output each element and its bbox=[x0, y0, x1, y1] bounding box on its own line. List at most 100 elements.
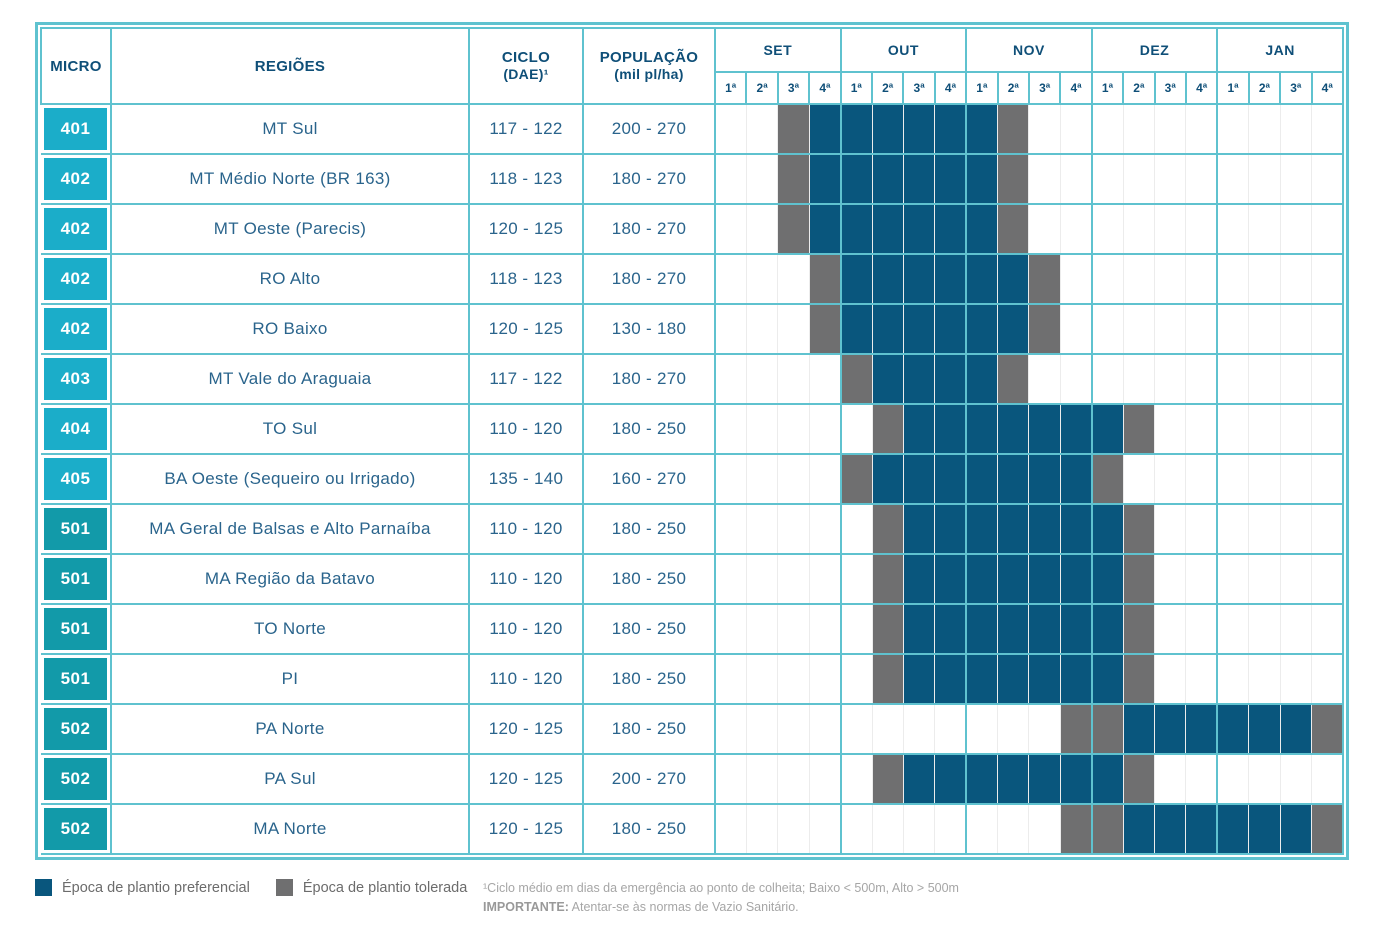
week-cell-preferencial bbox=[1060, 454, 1093, 505]
col-header-ciclo: CICLO (DAE)¹ bbox=[468, 27, 584, 105]
table-row: 402 RO Alto 118 - 123 180 - 270 bbox=[41, 253, 1344, 305]
week-cell-preferencial bbox=[1091, 404, 1124, 455]
week-cell-empty bbox=[777, 704, 810, 755]
week-header-out-1: 1ª bbox=[839, 71, 874, 105]
week-cell-empty bbox=[1311, 504, 1344, 555]
week-header-dez-3: 3ª bbox=[1153, 71, 1187, 105]
week-cell-empty bbox=[1185, 554, 1219, 605]
week-cell-empty bbox=[1280, 304, 1313, 355]
week-cell-empty bbox=[1154, 404, 1187, 455]
week-cell-tolerada bbox=[1060, 804, 1093, 855]
week-header-row: 1ª 2ª 3ª 4ª 1ª 2ª 3ª 4ª 1ª 2ª 3ª 4ª 1ª 2ª 3ª 4ª 1ª 2ª 3ª 4ª bbox=[41, 71, 1344, 105]
week-cell-preferencial bbox=[1028, 504, 1061, 555]
week-cell-preferencial bbox=[997, 254, 1030, 305]
month-header-dez: DEZ bbox=[1090, 27, 1219, 73]
week-cell-preferencial bbox=[966, 204, 999, 255]
week-cell-empty bbox=[872, 804, 904, 855]
table-row: 403 MT Vale do Araguaia 117 - 122 180 - 270 bbox=[41, 353, 1344, 405]
ciclo-cell: 135 - 140 bbox=[468, 453, 584, 505]
week-cell-preferencial bbox=[903, 154, 936, 205]
micro-cell: 502 bbox=[41, 804, 112, 855]
populacao-cell: 180 - 250 bbox=[582, 603, 716, 655]
week-cell-empty bbox=[809, 504, 842, 555]
week-cell-empty bbox=[1185, 254, 1219, 305]
week-cell-tolerada bbox=[777, 154, 810, 205]
week-cell-empty bbox=[809, 404, 842, 455]
week-cell-tolerada bbox=[1123, 404, 1156, 455]
week-cell-empty bbox=[809, 654, 842, 705]
week-cell-empty bbox=[934, 704, 968, 755]
week-cell-empty bbox=[1185, 154, 1219, 205]
table-row: 501 PI 110 - 120 180 - 250 bbox=[41, 653, 1344, 705]
week-cell-preferencial bbox=[1028, 404, 1061, 455]
week-cell-empty bbox=[1123, 104, 1156, 155]
week-cell-preferencial bbox=[934, 404, 968, 455]
week-cell-empty bbox=[1154, 504, 1187, 555]
week-cell-empty bbox=[1248, 454, 1281, 505]
week-cell-preferencial bbox=[809, 154, 842, 205]
week-cell-tolerada bbox=[1311, 704, 1344, 755]
micro-cell: 401 bbox=[41, 104, 112, 155]
week-cell-preferencial bbox=[1248, 804, 1281, 855]
week-cell-empty bbox=[840, 554, 873, 605]
week-cell-preferencial bbox=[1028, 654, 1061, 705]
week-cell-empty bbox=[1217, 654, 1250, 705]
week-cell-empty bbox=[1248, 304, 1281, 355]
week-cell-tolerada bbox=[1091, 804, 1124, 855]
week-cell-empty bbox=[1185, 654, 1219, 705]
week-header-nov-3: 3ª bbox=[1027, 71, 1062, 105]
week-cell-empty bbox=[1248, 154, 1281, 205]
week-cell-preferencial bbox=[903, 304, 936, 355]
micro-cell: 402 bbox=[41, 154, 112, 205]
week-cell-empty bbox=[1280, 554, 1313, 605]
week-cell-empty bbox=[840, 704, 873, 755]
week-cell-tolerada bbox=[809, 254, 842, 305]
footnote-importante-text: Atentar-se às normas de Vazio Sanitário. bbox=[571, 900, 799, 914]
week-cell-empty bbox=[1280, 654, 1313, 705]
week-cell-preferencial bbox=[1060, 554, 1093, 605]
week-cell-preferencial bbox=[1154, 704, 1187, 755]
micro-cell: 501 bbox=[41, 504, 112, 555]
week-header-dez-1: 1ª bbox=[1090, 71, 1125, 105]
week-cell-tolerada bbox=[840, 354, 873, 405]
week-cell-empty bbox=[1280, 454, 1313, 505]
week-cell-tolerada bbox=[777, 104, 810, 155]
week-cell-preferencial bbox=[934, 754, 968, 805]
week-cell-preferencial bbox=[1060, 754, 1093, 805]
week-cell-preferencial bbox=[966, 754, 999, 805]
table-row: 404 TO Sul 110 - 120 180 - 250 bbox=[41, 403, 1344, 455]
week-cell-empty bbox=[746, 804, 779, 855]
week-cell-empty bbox=[1280, 604, 1313, 655]
region-cell: TO Norte bbox=[110, 603, 470, 655]
week-cell-empty bbox=[715, 704, 747, 755]
week-cell-empty bbox=[966, 804, 999, 855]
month-header-nov: NOV bbox=[965, 27, 1093, 73]
week-cell-tolerada bbox=[997, 104, 1030, 155]
week-cell-empty bbox=[1311, 304, 1344, 355]
week-cell-empty bbox=[1154, 754, 1187, 805]
week-cell-empty bbox=[1060, 354, 1093, 405]
week-cell-empty bbox=[1185, 504, 1219, 555]
week-cell-tolerada bbox=[872, 554, 904, 605]
week-cell-preferencial bbox=[997, 454, 1030, 505]
table-row: 501 TO Norte 110 - 120 180 - 250 bbox=[41, 603, 1344, 655]
micro-cell: 502 bbox=[41, 754, 112, 805]
micro-cell: 502 bbox=[41, 704, 112, 755]
week-cell-empty bbox=[840, 504, 873, 555]
week-cell-tolerada bbox=[997, 154, 1030, 205]
week-cell-empty bbox=[715, 654, 747, 705]
week-cell-preferencial bbox=[966, 404, 999, 455]
week-cell-empty bbox=[746, 104, 779, 155]
week-cell-empty bbox=[1217, 304, 1250, 355]
legend-preferencial-swatch bbox=[35, 879, 52, 896]
week-cell-empty bbox=[746, 204, 779, 255]
week-cell-tolerada bbox=[1311, 804, 1344, 855]
week-cell-preferencial bbox=[903, 604, 936, 655]
week-cell-empty bbox=[1028, 804, 1061, 855]
week-cell-empty bbox=[1123, 154, 1156, 205]
week-cell-empty bbox=[1311, 554, 1344, 605]
footnote-ciclo: ¹Ciclo médio em dias da emergência ao po… bbox=[483, 881, 959, 895]
week-cell-tolerada bbox=[1123, 504, 1156, 555]
week-cell-tolerada bbox=[1123, 554, 1156, 605]
region-cell: TO Sul bbox=[110, 403, 470, 455]
